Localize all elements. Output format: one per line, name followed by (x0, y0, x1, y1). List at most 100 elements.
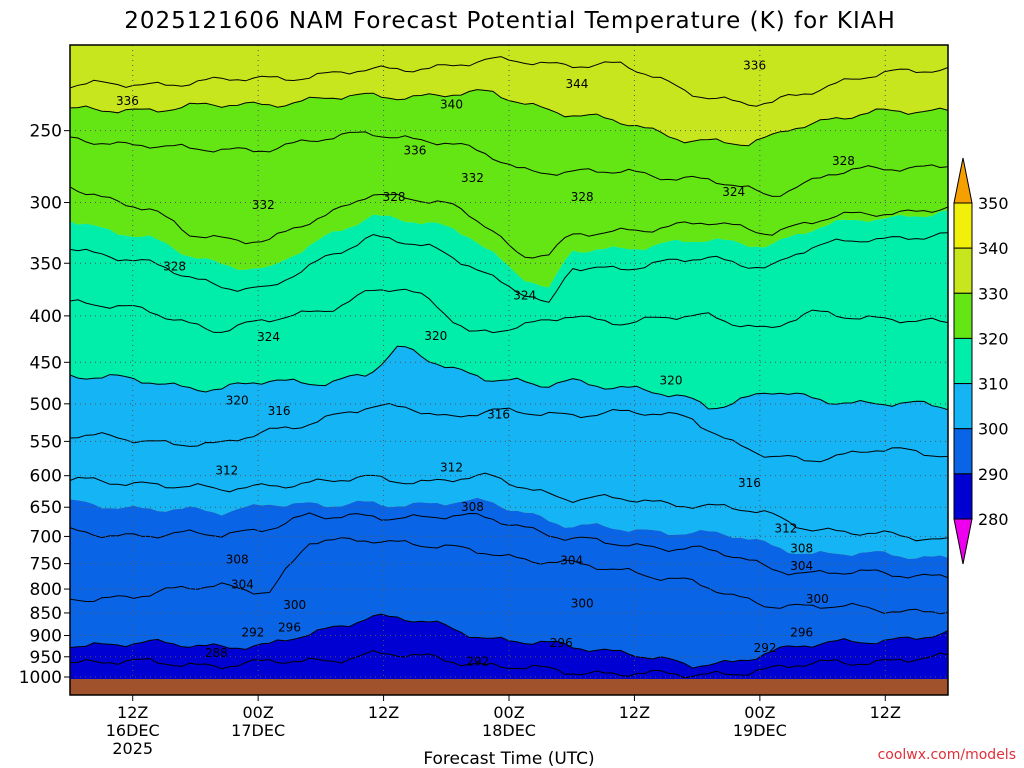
y-tick-label: 750 (30, 555, 62, 575)
credit-text: coolwx.com/models (878, 747, 1016, 763)
band-330 (70, 89, 948, 288)
contour-320 (70, 345, 948, 411)
colorbar-label: 300 (978, 420, 1009, 439)
contour-label: 332 (461, 171, 484, 185)
contour-label: 312 (215, 463, 238, 477)
y-tick-label: 250 (30, 122, 62, 142)
y-tick-label: 950 (30, 648, 62, 668)
contour-label: 292 (754, 641, 777, 655)
contour-label: 324 (722, 185, 745, 199)
y-tick-label: 700 (30, 527, 62, 547)
y-tick-label: 1000 (19, 668, 62, 688)
y-tick-label: 800 (30, 580, 62, 600)
contour-label: 328 (571, 190, 594, 204)
colorbar-label: 310 (978, 375, 1009, 394)
contour-label: 340 (440, 98, 463, 112)
y-tick-label: 550 (30, 432, 62, 452)
x-tick-label: 16DEC (106, 721, 160, 740)
x-axis-label: Forecast Time (UTC) (423, 749, 594, 768)
contour-312 (70, 472, 948, 542)
contour-label: 288 (205, 646, 228, 660)
colorbar: 350 340 330 320 310 300 290 280 (953, 157, 1009, 565)
colorbar-arrow-top (953, 157, 973, 204)
colorbar-label: 320 (978, 329, 1009, 348)
chart-title: 2025121606 NAM Forecast Potential Temper… (124, 8, 896, 34)
contour-label: 328 (832, 154, 855, 168)
colorbar-segment (953, 247, 973, 294)
colorbar-segment (953, 292, 973, 339)
x-tick-label: 00Z (744, 703, 775, 722)
contour-label: 296 (278, 621, 301, 635)
contour-304 (70, 537, 948, 615)
contour-label: 308 (461, 500, 484, 514)
y-tick-label: 850 (30, 604, 62, 624)
contour-label: 328 (383, 190, 406, 204)
colorbar-label: 340 (978, 239, 1009, 258)
contour-label: 308 (226, 552, 249, 566)
contour-336 (70, 131, 948, 197)
contour-label: 336 (403, 144, 426, 158)
y-tick-label: 450 (30, 353, 62, 373)
x-tick-label: 18DEC (482, 721, 536, 740)
band-290 (70, 614, 948, 680)
ground-surface (70, 679, 948, 695)
x-tick-label: 12Z (870, 703, 901, 722)
colorbar-label: 290 (978, 465, 1009, 484)
colorbar-segment (953, 428, 973, 475)
contour-label: 296 (550, 636, 573, 650)
contour-label: 320 (660, 373, 683, 387)
contour-label: 324 (257, 330, 280, 344)
x-tick-label: 00Z (493, 703, 524, 722)
contour-label: 336 (743, 59, 766, 73)
contour-label: 304 (231, 578, 254, 592)
contour-labels: 336 340 344 336 336 332 328 328 324 328 332 328 324 3… (116, 59, 855, 669)
y-tick-label: 350 (30, 254, 62, 274)
contour-label: 316 (487, 408, 510, 422)
colorbar-segment (953, 383, 973, 430)
grid-lines (70, 45, 948, 695)
x-tick-label: 2025 (112, 739, 153, 758)
contour-296 (70, 649, 948, 679)
contour-label: 300 (283, 598, 306, 612)
contour-label: 304 (790, 559, 813, 573)
band-300 (70, 497, 948, 669)
colorbar-label: 330 (978, 284, 1009, 303)
y-axis: 250 300 350 400 450 500 550 600 650 700 750 800 850 9… (19, 122, 70, 688)
contour-label: 296 (790, 625, 813, 639)
x-tick-label: 12Z (619, 703, 650, 722)
contour-label: 300 (806, 592, 829, 606)
contour-label: 300 (571, 597, 594, 611)
colorbar-segment (953, 202, 973, 249)
contour-label: 324 (513, 289, 536, 303)
contour-label: 316 (738, 476, 761, 490)
colorbar-arrow-bottom (953, 518, 973, 565)
colorbar-segment (953, 473, 973, 520)
y-tick-label: 600 (30, 467, 62, 487)
contour-label: 308 (790, 542, 813, 556)
y-tick-label: 300 (30, 193, 62, 213)
contour-316 (70, 402, 948, 463)
contour-label: 304 (560, 553, 583, 567)
contour-label: 328 (163, 260, 186, 274)
contour-label: 320 (226, 394, 249, 408)
colorbar-label: 350 (978, 194, 1009, 213)
band-310 (70, 346, 948, 559)
x-tick-label: 12Z (117, 703, 148, 722)
x-tick-label: 00Z (242, 703, 273, 722)
contour-label: 292 (241, 625, 264, 639)
contour-label: 320 (424, 329, 447, 343)
x-tick-label: 19DEC (733, 721, 787, 740)
x-tick-label: 17DEC (231, 721, 285, 740)
contour-label: 312 (440, 461, 463, 475)
contour-label: 312 (775, 521, 798, 535)
colorbar-segment (953, 337, 973, 385)
y-tick-label: 400 (30, 307, 62, 327)
contour-label: 316 (268, 404, 291, 418)
contour-label: 332 (252, 198, 275, 212)
x-tick-label: 12Z (368, 703, 399, 722)
y-tick-label: 650 (30, 498, 62, 518)
y-tick-label: 500 (30, 395, 62, 415)
colorbar-label: 280 (978, 510, 1009, 529)
